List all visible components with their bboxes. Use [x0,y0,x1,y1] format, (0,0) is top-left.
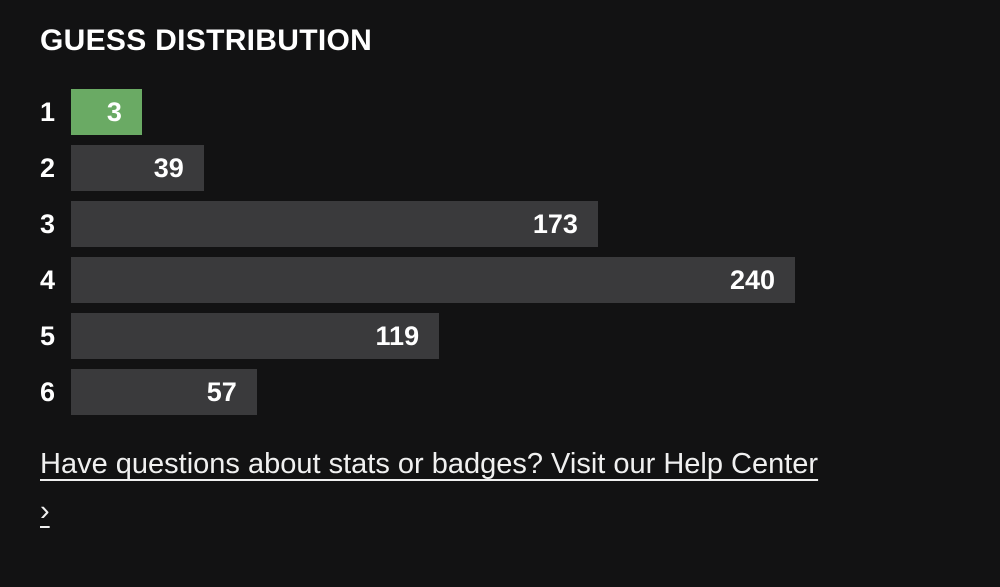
guess-number-label: 2 [40,152,56,183]
guess-number-label: 1 [40,96,56,127]
guess-count-bar: 3 [71,89,142,135]
help-center-link[interactable]: Have questions about stats or badges? Vi… [40,441,818,535]
guess-count-bar: 240 [71,257,795,303]
guess-distribution-row: 3 173 [40,201,960,247]
guess-distribution-row: 5 119 [40,313,960,359]
guess-count-value: 3 [106,96,122,127]
guess-count-value: 173 [532,208,578,239]
guess-count-bar: 39 [71,145,204,191]
guess-number-label: 5 [40,320,56,351]
guess-distribution-row: 4 240 [40,257,960,303]
bar-track: 39 [71,145,795,191]
guess-distribution-chart: 1 3 2 39 3 173 4 240 5 [40,89,960,415]
guess-distribution-panel: GUESS DISTRIBUTION 1 3 2 39 3 173 4 240 [40,24,960,535]
guess-number-label: 6 [40,376,56,407]
guess-distribution-title: GUESS DISTRIBUTION [40,24,373,57]
guess-number-label: 3 [40,208,56,239]
guess-distribution-row: 6 57 [40,369,960,415]
bar-track: 3 [71,89,795,135]
guess-distribution-row: 1 3 [40,89,960,135]
guess-distribution-row: 2 39 [40,145,960,191]
bar-track: 173 [71,201,795,247]
guess-count-bar: 173 [71,201,598,247]
chevron-right-icon: › [40,495,50,527]
guess-number-label: 4 [40,264,56,295]
guess-count-value: 39 [153,152,184,183]
guess-count-value: 119 [375,320,420,351]
bar-track: 57 [71,369,795,415]
bar-track: 119 [71,313,795,359]
help-center-link-text: Have questions about stats or badges? Vi… [40,448,819,480]
guess-count-value: 240 [729,264,775,295]
guess-count-value: 57 [206,376,237,407]
bar-track: 240 [71,257,795,303]
guess-count-bar: 119 [71,313,440,359]
guess-count-bar: 57 [71,369,257,415]
